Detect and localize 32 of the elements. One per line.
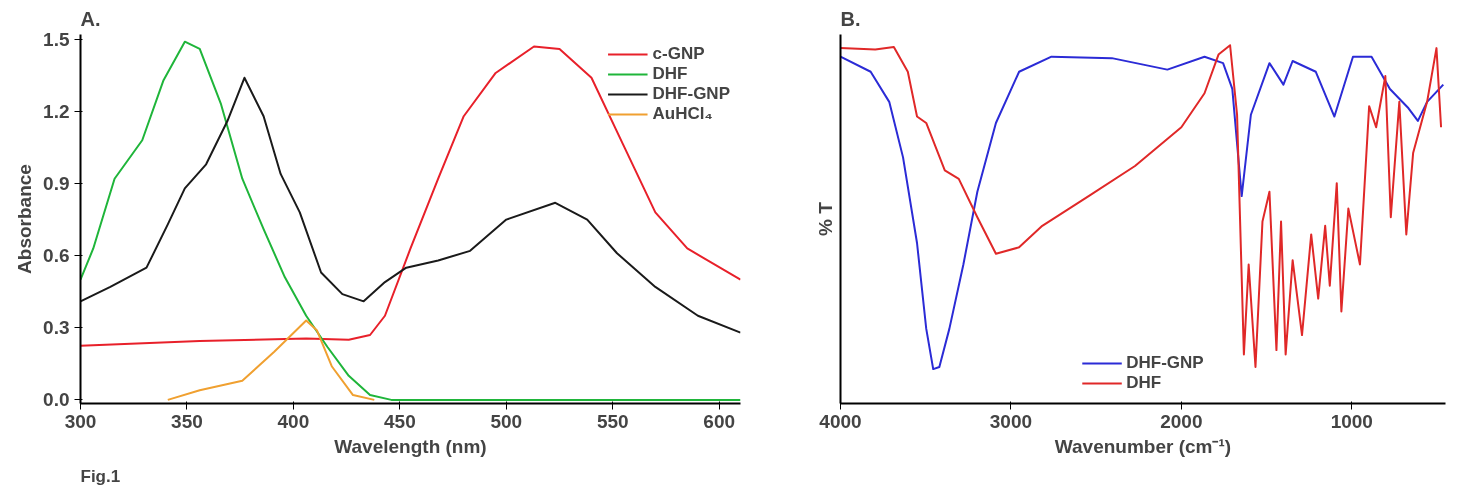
x-tick-label: 600 (703, 410, 736, 432)
caption: Fig.1 (80, 466, 121, 486)
chart-title: B. (840, 7, 861, 30)
x-tick-label: 1000 (1330, 410, 1373, 432)
y-tick-label: 0.6 (43, 245, 70, 267)
x-tick-label: 550 (596, 410, 629, 432)
x-tick-label: 2000 (1160, 410, 1203, 432)
legend-label: AuHCl₄ (652, 104, 713, 124)
chart-title: A. (80, 7, 101, 30)
legend-label: DHF (652, 64, 688, 84)
x-axis-title: Wavelength (nm) (334, 435, 487, 457)
y-tick-label: 0.9 (43, 173, 70, 195)
legend-label: c-GNP (652, 44, 705, 64)
y-tick-label: 1.5 (43, 28, 70, 50)
y-axis-title: Absorbance (14, 164, 36, 274)
x-axis-title: Wavenumber (cm⁻¹) (1054, 435, 1232, 457)
x-tick-label: 450 (384, 410, 416, 432)
x-tick-label: 4000 (819, 410, 862, 432)
y-tick-label: 1.2 (43, 100, 70, 122)
x-tick-label: 300 (64, 410, 97, 432)
x-tick-label: 3000 (989, 410, 1033, 432)
line-series (166, 319, 376, 401)
y-axis-title: % T (814, 201, 836, 236)
x-tick-label: 350 (171, 410, 203, 432)
y-tick-label: 0.3 (43, 317, 70, 339)
legend-label: DHF-GNP (652, 84, 730, 104)
x-tick-label: 500 (490, 410, 523, 432)
line-series (80, 40, 741, 401)
y-tick-label: 0.0 (43, 389, 70, 411)
legend-label: DHF-GNP (1126, 353, 1204, 373)
x-tick-label: 400 (277, 410, 310, 432)
legend-label: DHF (1126, 373, 1162, 393)
